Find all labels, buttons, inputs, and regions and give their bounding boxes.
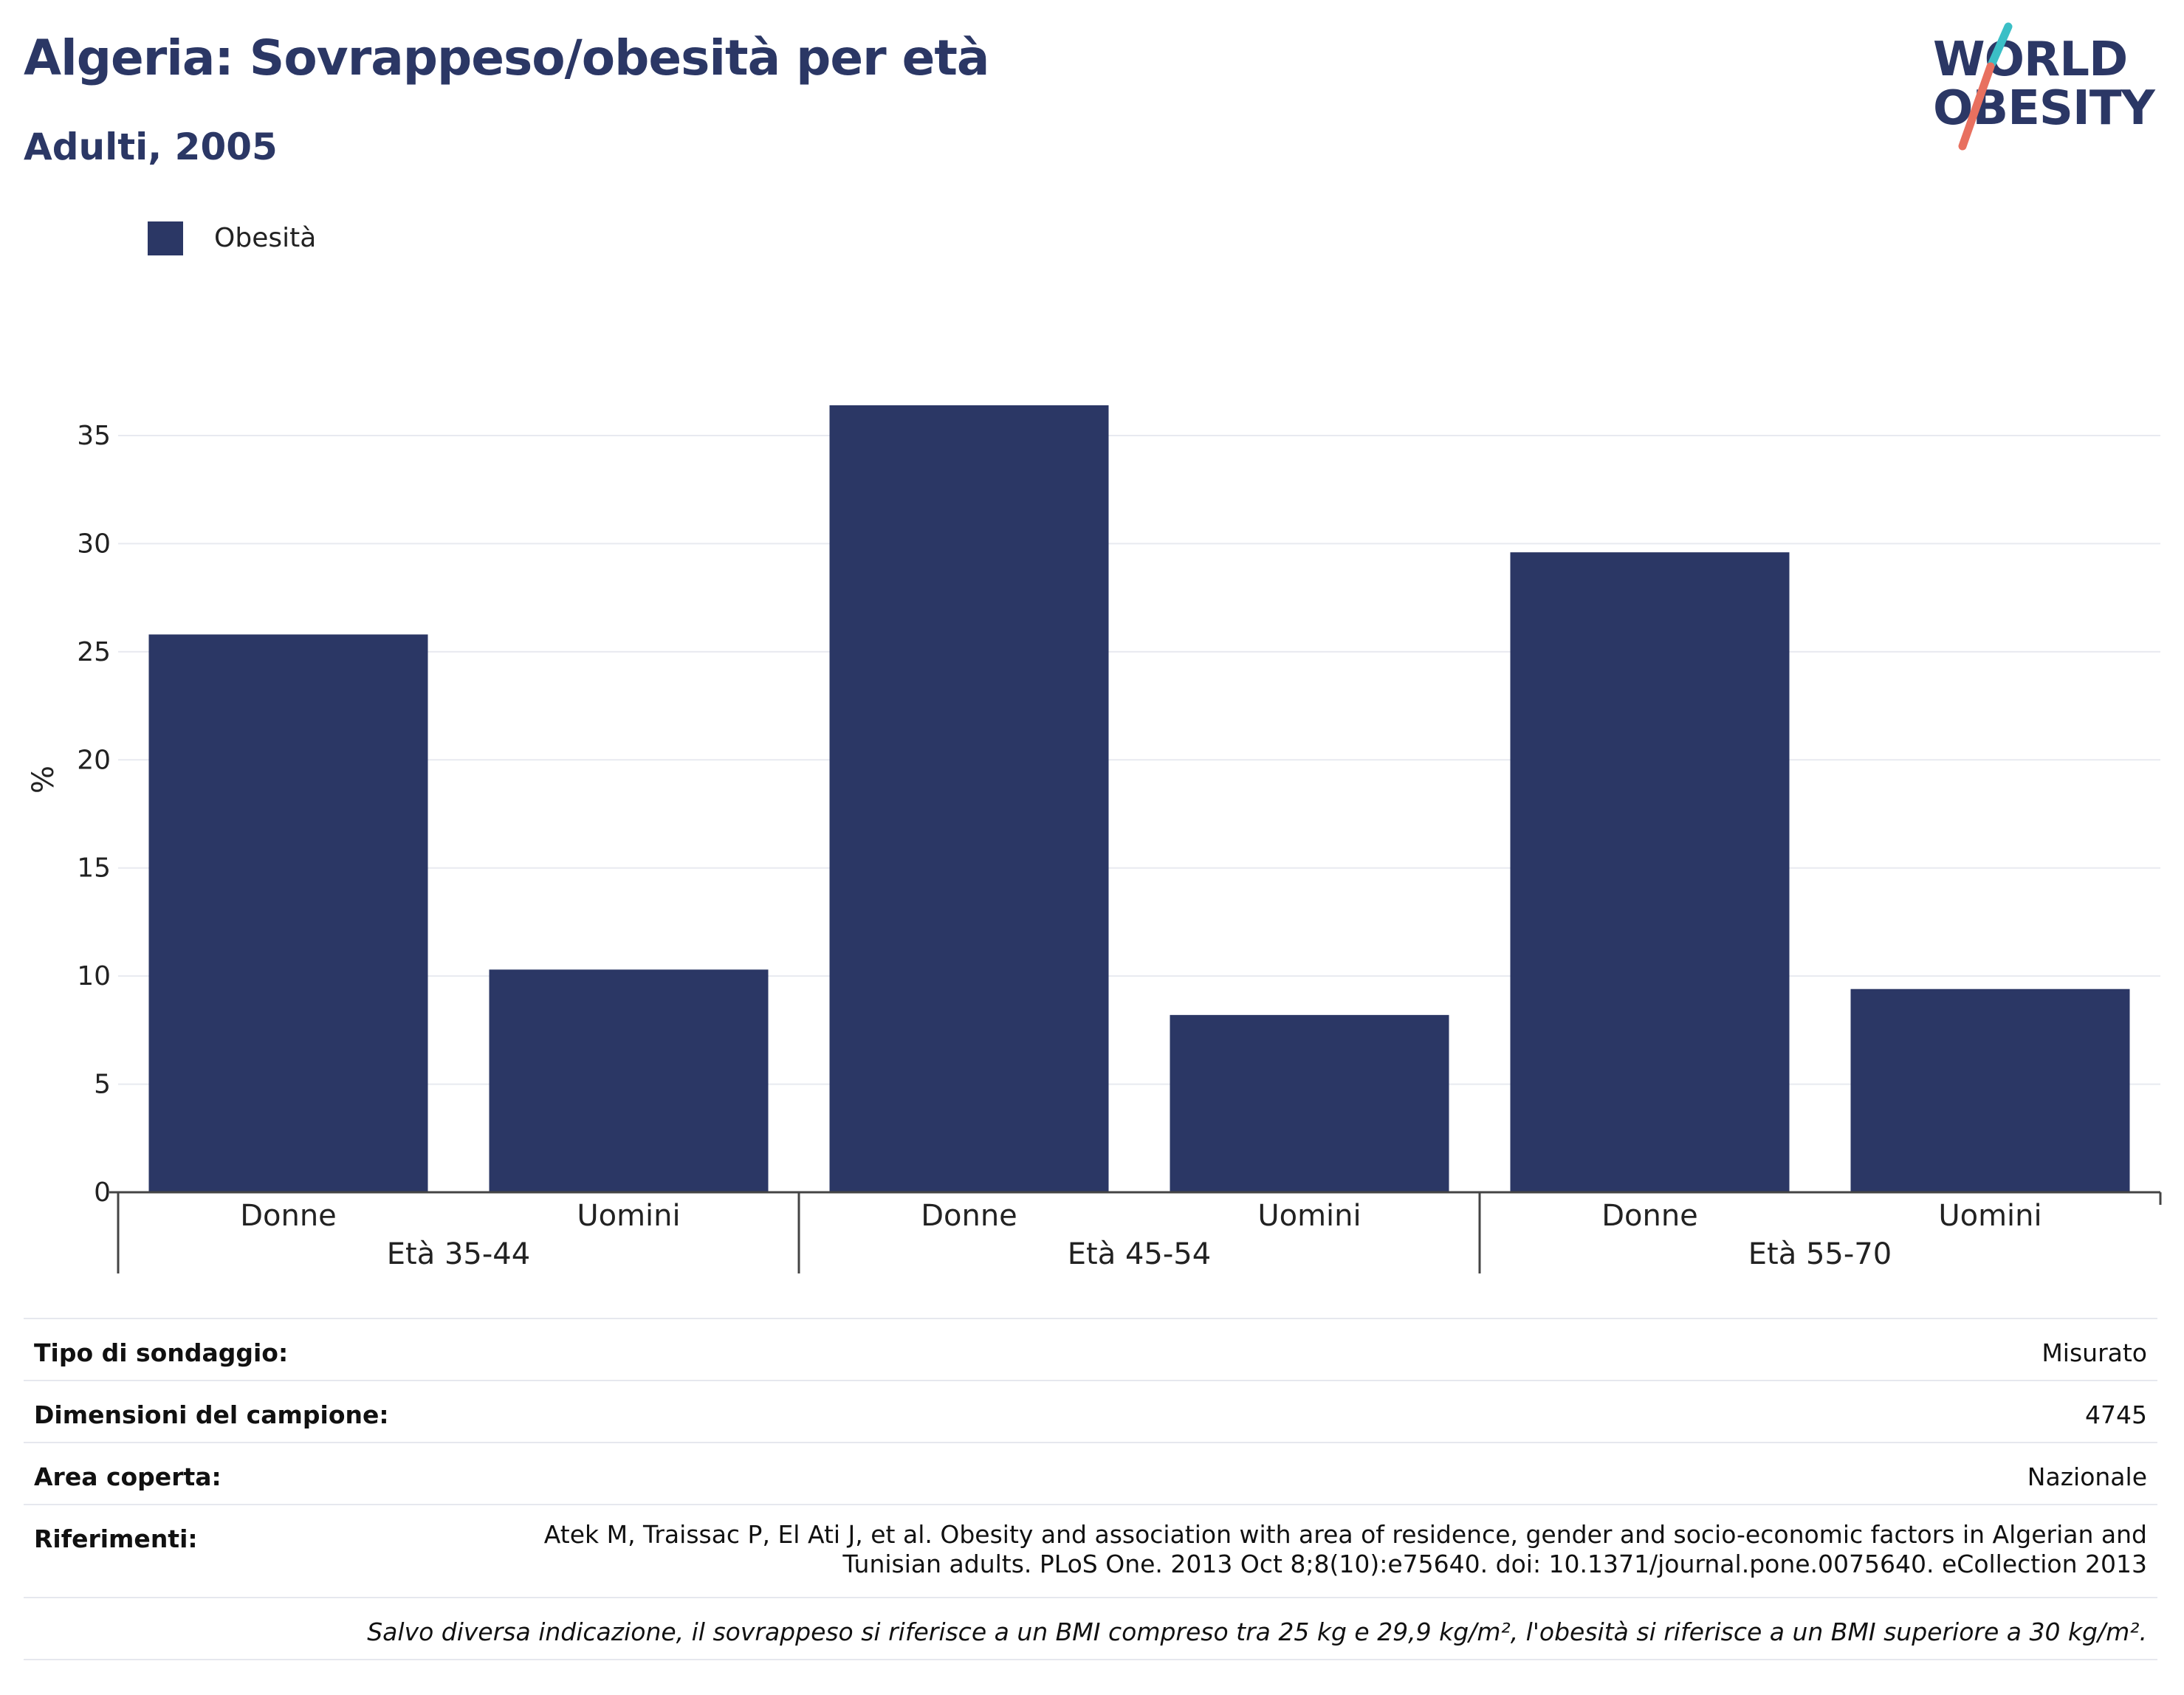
bar-chart: 0 5 10 15 20 25 30 35% Donne Uomini Età 35-44 Donne… [27, 405, 2162, 1273]
footnote: Salvo diversa indicazione, il sovrappeso… [367, 1617, 2147, 1646]
legend-label-obesita: Obesità [214, 223, 317, 253]
bar-età-55-70-uomini [1850, 989, 2130, 1192]
x-group-label: Età 35-44 [387, 1237, 530, 1271]
legend-swatch-obesita [148, 221, 183, 255]
x-category-label: Donne [1601, 1199, 1698, 1233]
info-value: Misurato [2042, 1338, 2147, 1367]
x-category-label: Uomini [577, 1199, 680, 1233]
info-row-area: Area coperta: Nazionale [24, 1442, 2157, 1504]
bar-età-45-54-uomini [1170, 1014, 1449, 1192]
y-tick-label: 30 [77, 529, 111, 559]
info-value: Atek M, Traissac P, El Ati J, et al. Obe… [544, 1520, 2147, 1579]
info-key: Riferimenti: [34, 1524, 198, 1553]
x-group-label: Età 45-54 [1068, 1237, 1211, 1271]
logo-line-1: WORLD [1933, 32, 2128, 87]
survey-info-table: Tipo di sondaggio: Misurato Dimensioni d… [24, 1318, 2157, 1660]
y-tick-label: 25 [77, 637, 111, 667]
y-tick-label: 35 [77, 421, 111, 451]
x-category-label: Donne [921, 1199, 1017, 1233]
page-subtitle: Adulti, 2005 [24, 126, 278, 168]
y-tick-label: 10 [77, 961, 111, 991]
x-category-label: Uomini [1938, 1199, 2042, 1233]
x-category-label: Uomini [1257, 1199, 1361, 1233]
info-key: Tipo di sondaggio: [34, 1338, 289, 1367]
y-tick-label: 20 [77, 745, 111, 775]
info-key: Dimensioni del campione: [34, 1400, 389, 1429]
y-tick-label: 15 [77, 853, 111, 884]
info-value: 4745 [2085, 1400, 2147, 1429]
y-axis-label: % [27, 766, 61, 794]
logo-slash-icon [1958, 22, 2013, 151]
info-row-references: Riferimenti: Atek M, Traissac P, El Ati … [24, 1504, 2157, 1597]
reference-line-1: Atek M, Traissac P, El Ati J, et al. Obe… [543, 1520, 2147, 1549]
world-obesity-logo: WORLD OBESITY [1927, 22, 2171, 155]
info-key: Area coperta: [34, 1462, 222, 1491]
info-row-survey-type: Tipo di sondaggio: Misurato [24, 1318, 2157, 1380]
info-row-sample-size: Dimensioni del campione: 4745 [24, 1380, 2157, 1442]
y-tick-label: 5 [94, 1070, 111, 1100]
info-row-footnote: Salvo diversa indicazione, il sovrappeso… [24, 1597, 2157, 1660]
page-title: Algeria: Sovrappeso/obesità per età [24, 30, 989, 86]
bar-età-55-70-donne [1510, 552, 1790, 1192]
bar-età-35-44-uomini [489, 969, 769, 1192]
bar-età-35-44-donne [148, 634, 428, 1192]
reference-line-2: Tunisian adults. PLoS One. 2013 Oct 8;8(… [842, 1550, 2147, 1578]
bar-età-45-54-donne [829, 405, 1109, 1192]
y-tick-label: 0 [94, 1177, 111, 1208]
x-group-label: Età 55-70 [1748, 1237, 1892, 1271]
x-category-label: Donne [240, 1199, 337, 1233]
info-value: Nazionale [2027, 1462, 2147, 1491]
